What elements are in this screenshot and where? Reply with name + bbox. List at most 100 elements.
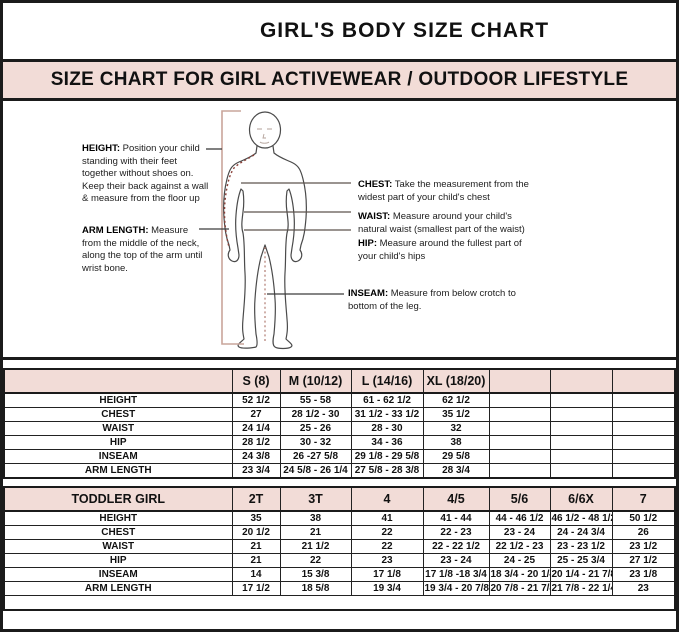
size-value: 24 5/8 - 26 1/4	[279, 463, 352, 479]
size-column-header: 4/5	[422, 486, 490, 512]
size-value: 28 1/2	[231, 435, 281, 450]
size-value: 27 5/8 - 28 3/8	[350, 463, 424, 479]
page-title: GIRL'S BODY SIZE CHART	[259, 19, 550, 42]
size-column-header: XL (18/20)	[422, 368, 490, 394]
size-value: 20 7/8 - 21 7/8	[488, 581, 551, 596]
size-value: 41 - 44	[422, 510, 490, 526]
size-value: 29 1/8 - 29 5/8	[350, 449, 424, 464]
instruction-inseam-text: Measure from below crotch to bottom of t…	[348, 288, 516, 312]
section-gap	[3, 479, 676, 486]
size-value	[611, 463, 676, 479]
header-row: S (8) M (10/12) L (14/16) XL (18/20)	[3, 368, 676, 394]
toddler-size-table: TODDLER GIRL 2T 3T 4 4/5 5/6 6/6X 7 HEIGHT 35 38 41…	[3, 486, 676, 611]
size-value: 21	[231, 553, 281, 568]
instruction-height-label: HEIGHT:	[82, 143, 120, 154]
measurement-row: INSEAM 24 3/8 26 -27 5/8 29 1/8 - 29 5/8 29 …	[3, 449, 676, 464]
size-value	[488, 407, 551, 422]
measurement-row: CHEST 20 1/2 21 22 22 - 23 23 - 24 24 - 24 3/4…	[3, 525, 676, 540]
size-value: 23 - 23 1/2	[549, 539, 613, 554]
instruction-height: HEIGHT: Position your child standing wit…	[82, 143, 214, 206]
size-value	[549, 407, 613, 422]
measurement-row: WAIST 21 21 1/2 22 22 - 22 1/2 22 1/2 - 23 23 …	[3, 539, 676, 554]
size-column-header: 6/6X	[549, 486, 613, 512]
instruction-chest-text: Take the measurement from the widest par…	[358, 179, 529, 203]
size-value: 32	[422, 421, 490, 436]
header-row: TODDLER GIRL 2T 3T 4 4/5 5/6 6/6X 7	[3, 486, 676, 512]
size-column-header	[488, 368, 551, 394]
size-value: 22	[279, 553, 352, 568]
size-value: 26	[611, 525, 676, 540]
size-value: 29 5/8	[422, 449, 490, 464]
size-column-header: 2T	[231, 486, 281, 512]
size-column-header: L (14/16)	[350, 368, 424, 394]
size-value: 35 1/2	[422, 407, 490, 422]
size-value: 24 - 24 3/4	[549, 525, 613, 540]
size-value: 41	[350, 510, 424, 526]
size-value: 34 - 36	[350, 435, 424, 450]
size-column-header: 4	[350, 486, 424, 512]
size-value: 28 - 30	[350, 421, 424, 436]
row-label: HEIGHT	[3, 392, 233, 408]
size-value: 46 1/2 - 48 1/2	[549, 510, 613, 526]
size-value: 21 1/2	[279, 539, 352, 554]
instruction-arm-length-label: ARM LENGTH:	[82, 225, 149, 236]
size-value: 21	[279, 525, 352, 540]
instruction-inseam-label: INSEAM:	[348, 288, 389, 299]
size-value: 22	[350, 525, 424, 540]
size-value: 18 3/4 - 20 1/4	[488, 567, 551, 582]
size-value: 14	[231, 567, 281, 582]
measurement-row: HIP 28 1/2 30 - 32 34 - 36 38	[3, 435, 676, 450]
instruction-chest: CHEST: Take the measurement from the wid…	[358, 179, 534, 204]
size-value	[549, 421, 613, 436]
measurement-row: ARM LENGTH 23 3/4 24 5/8 - 26 1/4 27 5/8 - …	[3, 463, 676, 479]
row-label: INSEAM	[3, 567, 233, 582]
size-value: 23	[350, 553, 424, 568]
size-value: 61 - 62 1/2	[350, 392, 424, 408]
instruction-arm-length-text: Measure from the middle of the neck, alo…	[82, 225, 203, 274]
size-value	[611, 407, 676, 422]
measurement-diagram: HEIGHT: Position your child standing wit…	[3, 101, 676, 360]
size-value: 23 3/4	[231, 463, 281, 479]
instruction-waist: WAIST: Measure around your child's natur…	[358, 211, 538, 236]
row-label: INSEAM	[3, 449, 233, 464]
size-value: 25 - 26	[279, 421, 352, 436]
size-value: 44 - 46 1/2	[488, 510, 551, 526]
size-value	[611, 449, 676, 464]
size-value: 23 1/8	[611, 567, 676, 582]
size-value: 25 - 25 3/4	[549, 553, 613, 568]
size-value: 38	[279, 510, 352, 526]
row-label: WAIST	[3, 539, 233, 554]
measurement-row: CHEST 27 28 1/2 - 30 31 1/2 - 33 1/2 35 1/2	[3, 407, 676, 422]
size-value: 23 - 24	[422, 553, 490, 568]
size-value: 15 3/8	[279, 567, 352, 582]
size-value: 38	[422, 435, 490, 450]
size-value: 52 1/2	[231, 392, 281, 408]
title-bar: GIRL'S BODY SIZE CHART	[3, 3, 676, 62]
size-value: 30 - 32	[279, 435, 352, 450]
measurement-row: ARM LENGTH 17 1/2 18 5/8 19 3/4 19 3/4 - 20 …	[3, 581, 676, 596]
size-value	[488, 463, 551, 479]
face-features	[257, 128, 272, 144]
size-value: 55 - 58	[279, 392, 352, 408]
instruction-waist-label: WAIST:	[358, 211, 391, 222]
size-value: 35	[231, 510, 281, 526]
section-gap	[3, 360, 676, 368]
size-value: 24 - 25	[488, 553, 551, 568]
size-value: 23	[611, 581, 676, 596]
size-value: 22 - 22 1/2	[422, 539, 490, 554]
instruction-arm-length: ARM LENGTH: Measure from the middle of t…	[82, 225, 208, 275]
row-label: HIP	[3, 435, 233, 450]
size-value: 27 1/2	[611, 553, 676, 568]
size-value	[488, 421, 551, 436]
table-title-cell: TODDLER GIRL	[3, 486, 233, 512]
size-value: 23 1/2	[611, 539, 676, 554]
size-value: 17 1/2	[231, 581, 281, 596]
size-value: 27	[231, 407, 281, 422]
measurement-row: HEIGHT 35 38 41 41 - 44 44 - 46 1/2 46 1/2 - 4…	[3, 510, 676, 526]
table-title-cell	[3, 368, 233, 394]
size-column-header: 3T	[279, 486, 352, 512]
size-value: 62 1/2	[422, 392, 490, 408]
height-measure-line	[221, 110, 244, 345]
row-label: CHEST	[3, 407, 233, 422]
